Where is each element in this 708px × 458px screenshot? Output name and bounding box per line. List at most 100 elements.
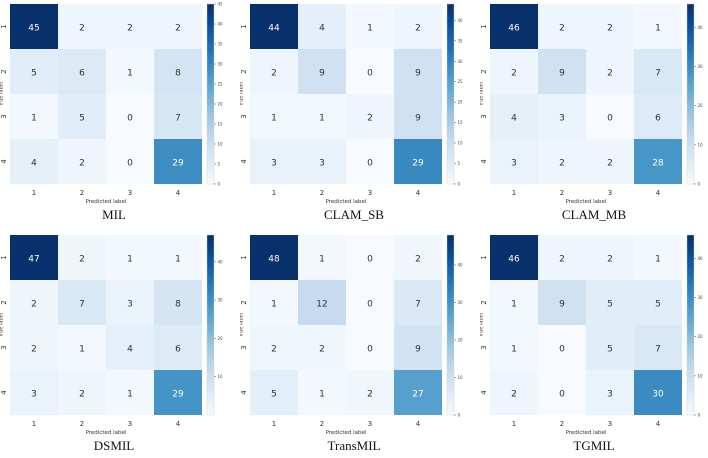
heatmap-cell [106,139,154,184]
x-tick-label: 3 [608,420,612,428]
cell-value-label: 2 [79,255,85,265]
cell-value-label: 2 [271,345,277,355]
cell-value-label: 9 [559,69,565,79]
cell-value-label: 0 [367,300,373,310]
colorbar-tick-label: 40 [698,25,704,30]
cell-value-label: 46 [508,24,520,34]
cell-value-label: 8 [175,69,181,79]
x-tick-label: 2 [80,189,84,197]
cell-value-label: 44 [268,24,280,34]
cell-value-label: 6 [79,69,85,79]
cell-value-label: 7 [79,300,85,310]
heatmap-cell [394,49,442,94]
cell-value-label: 2 [319,345,325,355]
cell-value-label: 1 [511,300,517,310]
x-tick-label: 1 [272,420,276,428]
colorbar-tick-label: 10 [458,375,464,380]
y-tick-label: 3 [0,114,8,118]
heatmap-cell [106,325,154,370]
cell-value-label: 5 [79,114,85,124]
cell-value-label: 3 [271,159,277,169]
cell-value-label: 12 [316,300,327,310]
heatmap-cell [298,280,346,325]
cell-value-label: 0 [607,114,613,124]
cell-value-label: 7 [415,300,421,310]
cell-value-label: 3 [607,390,613,400]
cell-value-label: 7 [655,69,661,79]
y-tick-label: 3 [240,114,248,118]
heatmap-cell [538,325,586,370]
heatmap-cell [634,139,682,184]
colorbar-tick-label: 0 [218,182,221,187]
x-tick-label: 2 [560,189,564,197]
y-axis-label: True label [240,82,245,107]
x-tick-label: 1 [512,189,516,197]
heatmap-cell [346,94,394,139]
heatmap-cell [58,139,106,184]
y-tick-label: 4 [240,159,248,164]
cell-value-label: 1 [79,345,85,355]
cell-value-label: 3 [559,114,565,124]
colorbar-tick-label: 40 [218,259,224,264]
cell-value-label: 9 [319,69,325,79]
cell-value-label: 0 [559,390,565,400]
cell-value-label: 2 [367,390,373,400]
cell-value-label: 27 [412,390,423,400]
colorbar-tick-label: 35 [458,38,464,43]
heatmap-cell [58,4,106,49]
y-tick-label: 3 [240,345,248,349]
colorbar-tick-label: 45 [218,2,224,7]
x-tick-label: 1 [512,420,516,428]
cell-value-label: 5 [655,300,661,310]
colorbar-tick-label: 0 [698,413,701,418]
heatmap-cell [106,235,154,280]
heatmap-cell [586,139,634,184]
heatmap-cell [346,49,394,94]
cell-value-label: 2 [271,69,277,79]
colorbar-tick-label: 30 [698,64,704,69]
cell-value-label: 1 [319,255,325,265]
cell-value-label: 29 [172,390,184,400]
cell-value-label: 2 [511,390,517,400]
cell-value-label: 0 [127,114,133,124]
heatmap-cell [586,49,634,94]
colorbar-tick-label: 30 [698,295,704,300]
cell-value-label: 0 [367,255,373,265]
confusion-matrix-panel: 45 2 2 2 5 6 1 8 1 5 0 7 4 2 0 29 1 2 3 4 True label 1 2 3 4 Pred… [0,0,228,226]
heatmap-cell [586,325,634,370]
heatmap-cell [298,94,346,139]
cell-value-label: 0 [559,345,565,355]
x-tick-label: 4 [416,420,421,428]
colorbar-tick-label: 20 [698,334,704,339]
cell-value-label: 1 [511,345,517,355]
cell-value-label: 7 [175,114,181,124]
y-tick-label: 1 [240,24,248,28]
colorbar-tick-label: 35 [218,42,224,47]
x-axis-label: Predicted label [326,430,367,436]
heatmap-cell [106,370,154,415]
colorbar-tick-label: 10 [218,374,224,379]
y-tick-label: 2 [0,300,8,304]
y-tick-label: 1 [480,255,488,259]
heatmap-cell [10,370,58,415]
cell-value-label: 2 [79,390,85,400]
cell-value-label: 2 [559,24,565,34]
x-tick-label: 4 [656,420,661,428]
heatmap-cell [298,370,346,415]
heatmap-cell [250,4,298,49]
heatmap-cell [250,49,298,94]
cell-value-label: 2 [607,24,613,34]
colorbar-tick-label: 20 [458,338,464,343]
heatmap-cell [490,325,538,370]
x-axis-label: Predicted label [86,199,127,205]
confusion-matrix-panel: 48 1 0 2 1 12 0 7 2 2 0 9 5 1 2 27 1 2 3 4 True label 1 2 3 4 Pre… [240,231,468,457]
cell-value-label: 2 [607,255,613,265]
cell-value-label: 2 [79,24,85,34]
heatmap-cell [490,235,538,280]
cell-value-label: 1 [655,255,661,265]
cell-value-label: 2 [511,69,517,79]
heatmap-cell [394,280,442,325]
cell-value-label: 0 [367,159,373,169]
